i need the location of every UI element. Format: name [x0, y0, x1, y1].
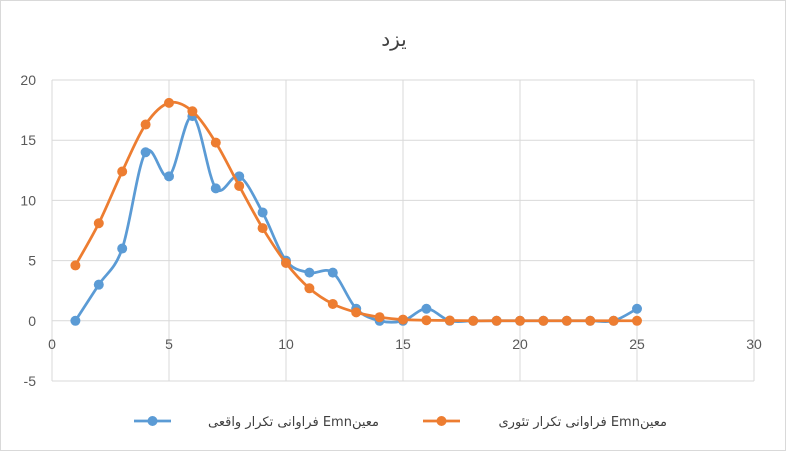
data-point: [210, 183, 221, 194]
legend-item-2: فراوانی تکرار تئوری Emnمعین: [423, 415, 667, 430]
x-tick-label: 0: [48, 336, 56, 352]
data-point: [257, 223, 268, 234]
data-point: [210, 137, 221, 148]
data-point: [164, 171, 174, 182]
legend-label: فراوانی تکرار واقعی Emnمعین: [208, 415, 379, 430]
x-tick-label: 10: [278, 336, 294, 352]
data-point: [93, 279, 104, 290]
data-point: [585, 315, 596, 326]
y-tick-label: 20: [20, 72, 36, 88]
series-1: [70, 111, 642, 326]
data-point: [70, 260, 81, 271]
data-point: [140, 119, 151, 130]
data-point: [117, 243, 128, 254]
x-tick-label: 20: [512, 336, 528, 352]
data-point: [561, 315, 572, 326]
series-line: [74, 100, 637, 323]
x-tick-label: 25: [629, 336, 645, 352]
legend-label: فراوانی تکرار تئوری Emnمعین: [499, 415, 668, 430]
y-tick-label: 15: [20, 132, 36, 148]
data-point: [70, 315, 81, 326]
x-tick-label: 30: [746, 336, 762, 352]
legend-swatch-marker: [147, 416, 158, 426]
x-tick-label: 5: [165, 336, 173, 352]
data-point: [421, 315, 432, 326]
data-point: [444, 315, 455, 326]
data-point: [491, 315, 502, 326]
data-point: [304, 267, 315, 278]
data-point: [140, 147, 151, 158]
grid: [51, 79, 755, 382]
series-layer: [70, 97, 642, 326]
y-tick-label: 10: [20, 192, 36, 208]
data-point: [327, 267, 338, 278]
data-point: [304, 283, 315, 294]
y-tick-label: 0: [28, 313, 36, 329]
chart-title: یزد: [381, 27, 407, 51]
data-point: [257, 207, 268, 218]
y-tick-label: -5: [24, 373, 37, 389]
data-point: [281, 258, 291, 269]
data-point: [93, 218, 104, 229]
data-point: [234, 180, 245, 191]
axis-tick-labels: -5 0 5 10 15 20 0 5 10 15 20 25 30: [20, 72, 762, 389]
x-tick-label: 15: [395, 336, 411, 352]
data-point: [398, 314, 408, 325]
data-point: [632, 303, 642, 314]
data-point: [468, 315, 479, 326]
data-point: [164, 97, 174, 108]
data-point: [374, 312, 385, 323]
data-point: [538, 315, 549, 326]
series-2: [70, 97, 642, 326]
legend: فراوانی تکرار واقعی Emnمعین فراوانی تکرار…: [134, 415, 667, 430]
series-line: [74, 114, 638, 324]
data-point: [117, 166, 128, 177]
data-point: [351, 307, 362, 318]
data-point: [608, 315, 619, 326]
legend-swatch-marker: [436, 416, 447, 426]
data-point: [421, 303, 432, 314]
y-tick-label: 5: [28, 253, 36, 269]
data-point: [632, 315, 642, 326]
data-point: [515, 315, 525, 326]
data-point: [187, 106, 198, 117]
data-point: [327, 298, 338, 309]
legend-item-1: فراوانی تکرار واقعی Emnمعین: [134, 415, 379, 430]
